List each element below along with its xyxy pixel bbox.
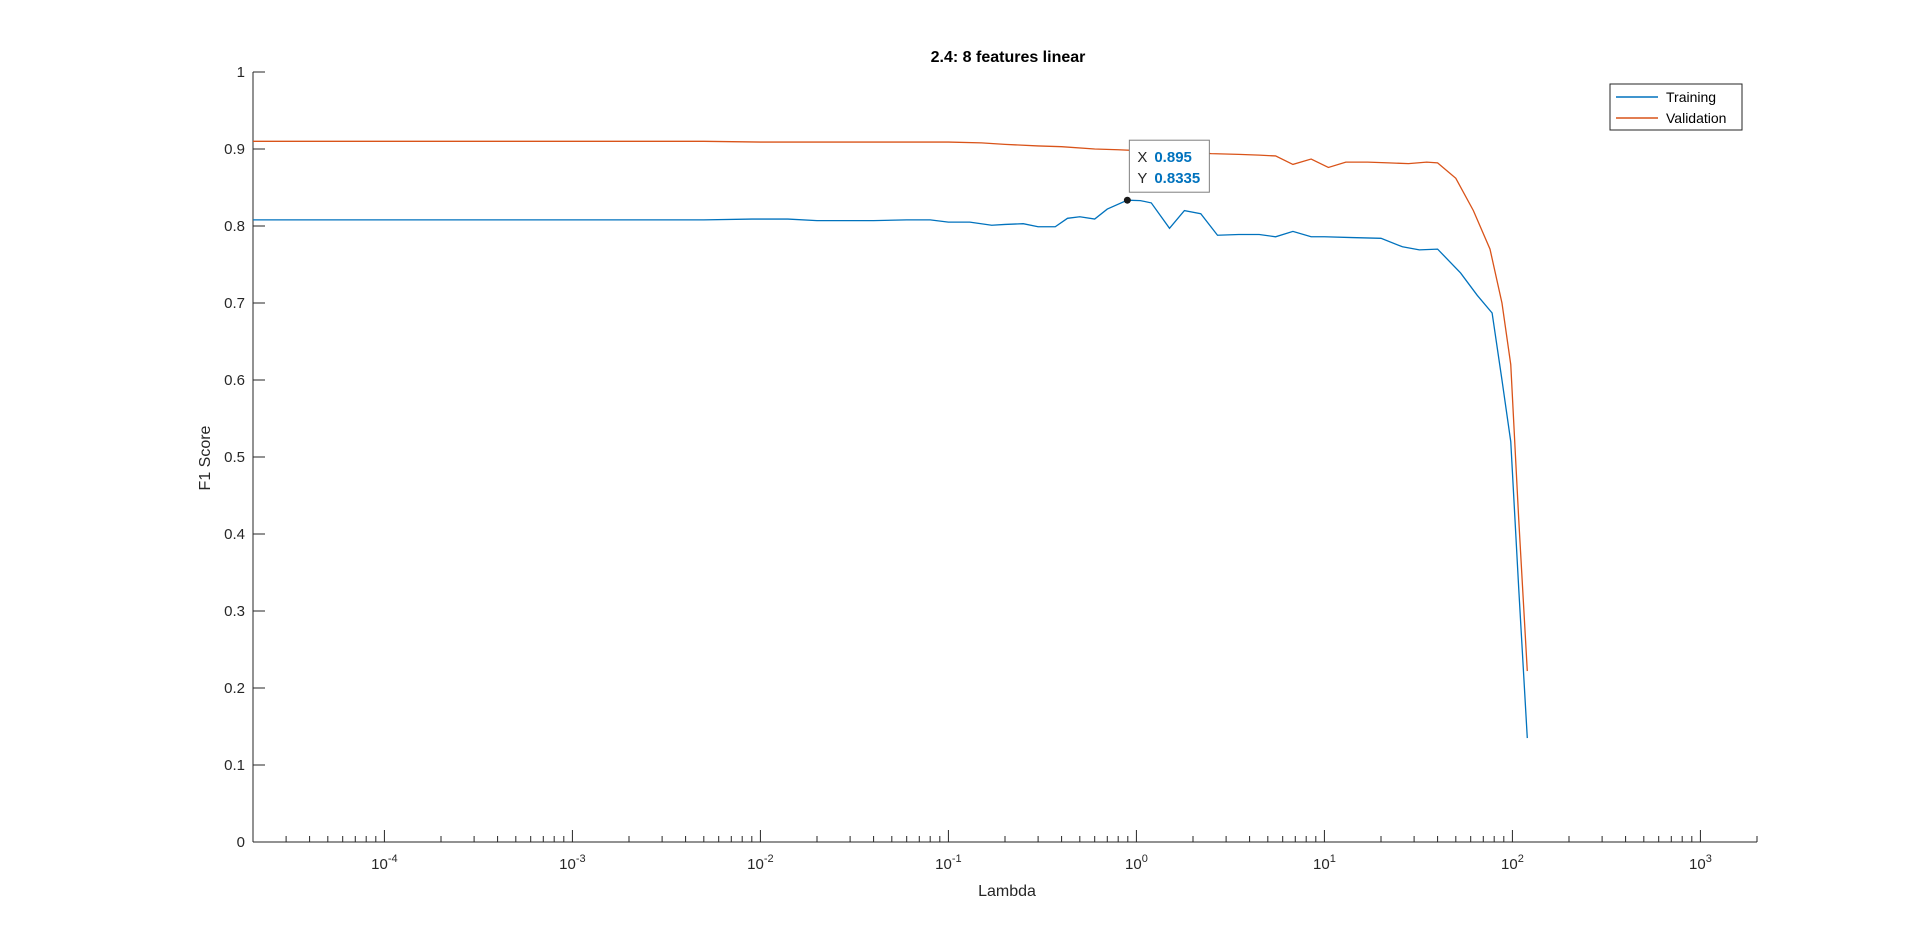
x-tick-label: 10-3 — [559, 853, 585, 873]
datatip-y-value: 0.8335 — [1154, 170, 1200, 187]
series-line-training — [253, 199, 1528, 739]
x-tick-label: 103 — [1689, 853, 1712, 873]
x-tick-label: 101 — [1313, 853, 1336, 873]
y-tick-label: 0.1 — [224, 757, 245, 774]
datatip-box — [1128, 139, 1210, 193]
y-tick-label: 1 — [237, 64, 245, 81]
x-tick-label: 10-1 — [935, 853, 961, 873]
legend-label-training: Training — [1666, 89, 1716, 105]
y-axis-label: F1 Score — [197, 425, 214, 490]
plot-area: 0 0.1 0.2 0.3 0.4 0.5 0.6 0.7 0.8 0.9 1 10-4 10-3 10-… — [224, 64, 1758, 873]
y-tick-label: 0.9 — [224, 141, 245, 158]
y-tick-label: 0.4 — [224, 526, 245, 543]
y-tick-label: 0.6 — [224, 372, 245, 389]
x-tick-label: 10-2 — [747, 853, 773, 873]
y-tick-label: 0.3 — [224, 603, 245, 620]
y-tick-label: 0.5 — [224, 449, 245, 466]
legend[interactable]: Training Validation — [1609, 83, 1743, 131]
x-tick-label: 102 — [1501, 853, 1524, 873]
data-tip[interactable]: X 0.895 Y 0.8335 — [1123, 139, 1210, 204]
datatip-y-label: Y — [1137, 170, 1147, 187]
y-tick-label: 0 — [237, 834, 245, 851]
legend-box — [1609, 83, 1743, 131]
y-tick-label: 0.8 — [224, 218, 245, 235]
series-line-validation — [253, 140, 1528, 672]
chart-title: 2.4: 8 features linear — [931, 49, 1086, 66]
y-tick-label: 0.7 — [224, 295, 245, 312]
x-axis-label: Lambda — [978, 883, 1036, 900]
legend-label-validation: Validation — [1666, 110, 1726, 126]
y-tick-label: 0.2 — [224, 680, 245, 697]
datatip-x-label: X — [1137, 149, 1147, 166]
datatip-x-value: 0.895 — [1154, 149, 1192, 166]
x-tick-label: 100 — [1125, 853, 1148, 873]
datatip-marker — [1123, 196, 1131, 204]
x-tick-label: 10-4 — [371, 853, 397, 873]
